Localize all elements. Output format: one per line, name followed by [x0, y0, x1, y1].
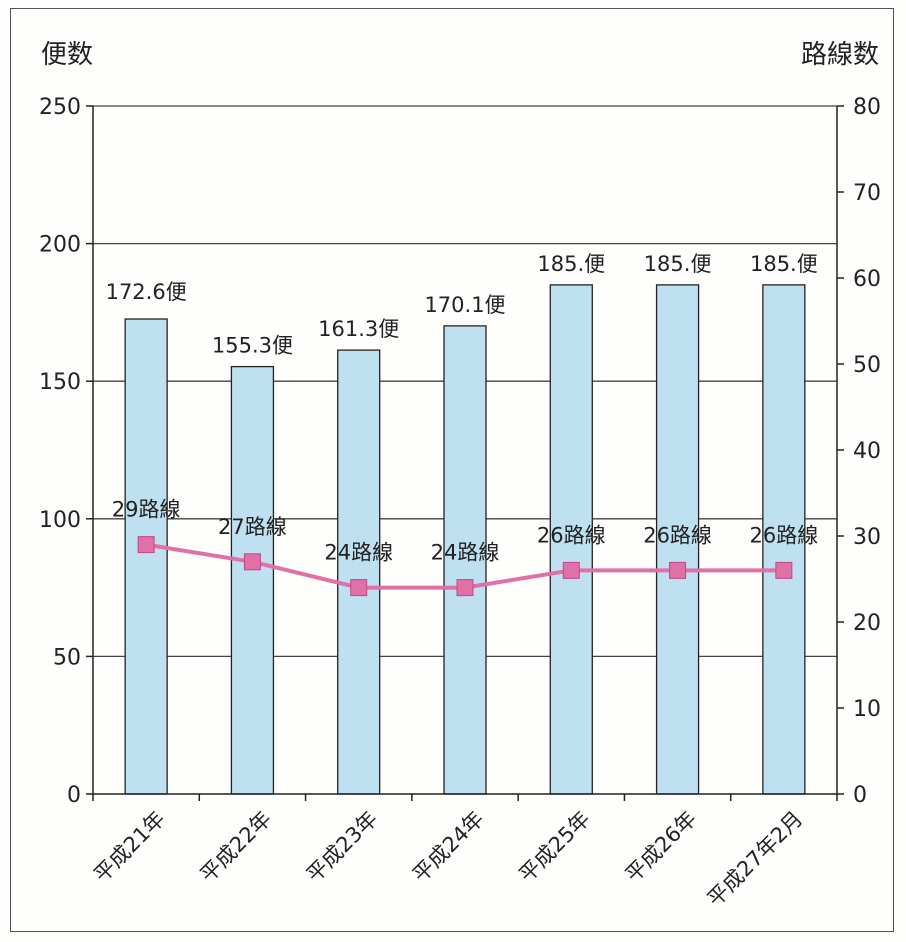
- bar: [337, 349, 381, 795]
- bars: [124, 284, 806, 795]
- right-tick-label: 20: [853, 611, 881, 636]
- left-tick-label: 0: [67, 783, 81, 808]
- line-data-label: 26路線: [537, 523, 606, 547]
- bar-data-label: 170.1便: [424, 293, 505, 317]
- left-axis-title: 便数: [41, 40, 93, 70]
- left-tick-label: 200: [39, 233, 81, 258]
- x-tick-label: 平成26年: [621, 807, 701, 887]
- line-data-label: 26路線: [643, 523, 712, 547]
- right-tick-label: 50: [853, 353, 881, 378]
- line-point: [350, 579, 368, 597]
- line-series: [137, 536, 793, 597]
- line-data-label: 24路線: [324, 541, 393, 565]
- bar-data-label: 185.便: [750, 252, 818, 276]
- left-tick-label: 250: [39, 95, 81, 120]
- bar: [655, 284, 700, 795]
- left-tick-label: 100: [39, 508, 81, 533]
- x-tick-label: 平成23年: [302, 807, 382, 887]
- line-data-label: 24路線: [431, 541, 500, 565]
- x-tick-label: 平成24年: [408, 807, 488, 887]
- line-point: [137, 536, 155, 554]
- bar: [762, 284, 806, 795]
- axes: 0 50 100 150 200 250 0 10 20 30 40 50 60 70 80: [39, 95, 881, 808]
- x-tick-label: 平成22年: [196, 807, 276, 887]
- right-axis-title: 路線数: [801, 40, 879, 70]
- line-point: [243, 553, 261, 571]
- bar: [549, 284, 593, 795]
- line-data-label: 27路線: [218, 515, 287, 539]
- right-tick-label: 80: [853, 95, 881, 120]
- bar-data-label: 172.6便: [106, 280, 187, 304]
- bar: [124, 318, 168, 795]
- left-tick-label: 50: [53, 645, 81, 670]
- right-tick-label: 10: [853, 697, 881, 722]
- right-tick-label: 30: [853, 525, 881, 550]
- line-point: [669, 561, 687, 579]
- chart-frame: 0 50 100 150 200 250 0 10 20 30 40 50 60 70 80 平成21年 平成…: [10, 8, 894, 932]
- line-data-label: 26路線: [749, 523, 818, 547]
- x-tick-label: 平成25年: [514, 807, 594, 887]
- right-tick-label: 60: [853, 267, 881, 292]
- right-tick-label: 70: [853, 181, 881, 206]
- bar-data-label: 161.3便: [318, 317, 399, 341]
- right-tick-label: 0: [853, 783, 867, 808]
- bar: [230, 365, 275, 795]
- bar: [443, 325, 487, 795]
- right-tick-label: 40: [853, 439, 881, 464]
- bar-data-label: 185.便: [644, 252, 712, 276]
- line-point: [456, 579, 474, 597]
- line-data-label: 29路線: [112, 498, 181, 522]
- left-tick-label: 150: [39, 370, 81, 395]
- bar-data-label: 185.便: [537, 252, 605, 276]
- x-tick-label: 平成21年: [89, 807, 169, 887]
- x-tick-label: 平成27年2月: [703, 807, 808, 912]
- line-point: [562, 561, 580, 579]
- line-point: [775, 561, 793, 579]
- bar-data-label: 155.3便: [212, 334, 293, 358]
